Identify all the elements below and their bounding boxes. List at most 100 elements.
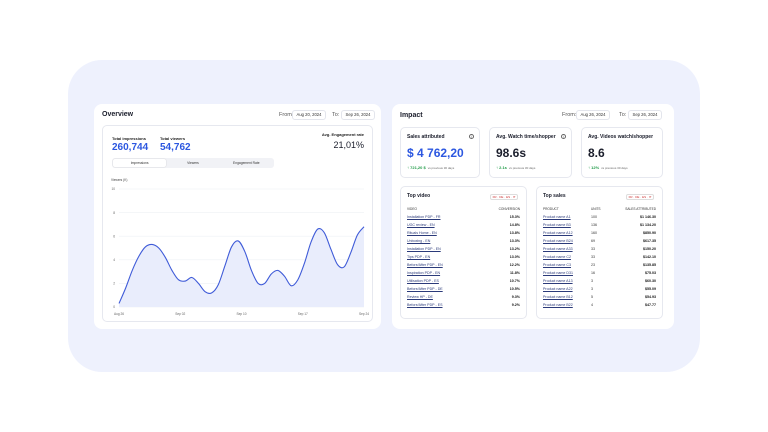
- product-link[interactable]: Product name B12: [543, 295, 573, 299]
- sales-value: $1 134.20: [640, 223, 656, 227]
- x-tick-label: Sep 17: [298, 312, 308, 316]
- table-row[interactable]: Review HP - DE 9.3%: [407, 294, 520, 302]
- units-value: 100: [591, 215, 597, 219]
- table-row[interactable]: Product name A33 33 $150.20: [543, 246, 656, 254]
- impact-to-date-picker[interactable]: Sep 26, 2024: [628, 110, 662, 120]
- info-icon[interactable]: i: [469, 134, 474, 139]
- kpi-value: $ 4 762,20: [407, 146, 464, 160]
- table-row[interactable]: Product name B22 4 $47.77: [543, 302, 656, 310]
- tab-impressions[interactable]: Impressions: [113, 159, 167, 167]
- product-link[interactable]: Product name B22: [543, 303, 573, 307]
- col-video-header: VIDEO: [407, 207, 417, 211]
- table-row[interactable]: Before/After PDP - EN 12.2%: [407, 262, 520, 270]
- language-flags-icon[interactable]: FR · DE · ES · IT: [490, 194, 518, 200]
- product-link[interactable]: Product name B3: [543, 223, 571, 227]
- video-link[interactable]: Before/After PDP - ES: [407, 303, 443, 307]
- table-row[interactable]: Installation PDP - FR 15.3%: [407, 214, 520, 222]
- table-row[interactable]: Before/After PDP - DE 10.5%: [407, 286, 520, 294]
- video-link[interactable]: Before/After PDP - EN: [407, 263, 443, 267]
- kpi-videos-watched: Avg. Videos watch/shopper 8.6 ↑ 12% vs pr…: [581, 127, 663, 178]
- product-link[interactable]: Product name A12: [543, 231, 573, 235]
- table-row[interactable]: Inspiration PDP - EN 11.8%: [407, 270, 520, 278]
- overview-card: Overview From: Aug 20, 2024 To: Sep 26, …: [94, 104, 381, 329]
- table-row[interactable]: UGC review - EN 14.8%: [407, 222, 520, 230]
- table-row[interactable]: Utilisation PDP - ES 10.7%: [407, 278, 520, 286]
- kpi-title: Avg. Videos watch/shopper: [588, 134, 654, 140]
- product-link[interactable]: Product name A22: [543, 287, 573, 291]
- product-link[interactable]: Product name C2: [543, 255, 571, 259]
- sales-value: $60.30: [645, 279, 656, 283]
- top-sales-table: Top sales FR · DE · ES · IT PRODUCT UNIT…: [536, 186, 663, 319]
- conversion-value: 14.8%: [509, 223, 520, 227]
- video-link[interactable]: Tips PDP - EN: [407, 255, 431, 259]
- video-link[interactable]: Inspiration PDP - EN: [407, 271, 441, 275]
- video-link[interactable]: Installation PDP - EN: [407, 247, 441, 251]
- table-row[interactable]: Product name C3 23 $135.85: [543, 262, 656, 270]
- to-date-picker[interactable]: Sep 26, 2024: [341, 110, 375, 120]
- y-tick-label: 6: [113, 234, 115, 238]
- product-link[interactable]: Product name A1: [543, 215, 571, 219]
- product-link[interactable]: Product name D31: [543, 271, 573, 275]
- kpi-value: 98.6s: [496, 146, 527, 160]
- table-row[interactable]: Product name A1 100 $1 146.30: [543, 214, 656, 222]
- table-row[interactable]: Product name B12 5 $54.93: [543, 294, 656, 302]
- table-row[interactable]: Product name A22 3 $55.09: [543, 286, 656, 294]
- impact-to-label: To:: [619, 112, 627, 118]
- y-tick-label: 4: [113, 258, 115, 262]
- video-link[interactable]: UGC review - EN: [407, 223, 435, 227]
- table-row[interactable]: Unboxing - EN 13.3%: [407, 238, 520, 246]
- top-sales-title: Top sales: [543, 193, 566, 199]
- product-link[interactable]: Product name A33: [543, 247, 573, 251]
- table-row[interactable]: Product name B24 69 $617.35: [543, 238, 656, 246]
- product-link[interactable]: Product name B24: [543, 239, 573, 243]
- table-row[interactable]: Product name C2 33 $142.10: [543, 254, 656, 262]
- table-row[interactable]: Product name B3 136 $1 134.20: [543, 222, 656, 230]
- table-row[interactable]: Installation PDP - EN 13.2%: [407, 246, 520, 254]
- col-units-header: UNITS: [591, 207, 601, 211]
- table-row[interactable]: Before/After PDP - ES 9.2%: [407, 302, 520, 310]
- top-video-rows: Installation PDP - FR 15.3% UGC review - E…: [407, 214, 520, 310]
- table-row[interactable]: Product name A12 160 $850.90: [543, 230, 656, 238]
- total-impressions-label: Total impressions: [112, 136, 146, 141]
- sales-value: $75.03: [645, 271, 656, 275]
- impact-title: Impact: [400, 112, 423, 119]
- product-link[interactable]: Product name A13: [543, 279, 573, 283]
- product-link[interactable]: Product name C3: [543, 263, 571, 267]
- language-flags-icon[interactable]: FR · DE · ES · IT: [626, 194, 654, 200]
- info-icon[interactable]: i: [561, 134, 566, 139]
- table-row[interactable]: Product name A13 3 $60.30: [543, 278, 656, 286]
- arrow-up-icon: ↑: [496, 165, 500, 170]
- sales-value: $1 146.30: [640, 215, 656, 219]
- sales-value: $54.93: [645, 295, 656, 299]
- engagement-value: 21,01%: [333, 140, 364, 150]
- col-product-header: PRODUCT: [543, 207, 559, 211]
- impact-from-label: From:: [562, 112, 577, 118]
- table-row[interactable]: Rituals Home - EN 13.8%: [407, 230, 520, 238]
- kpi-delta-sub: vs previous 30 days: [601, 166, 628, 170]
- video-link[interactable]: Installation PDP - FR: [407, 215, 441, 219]
- x-tick-label: Sep 24: [359, 312, 369, 316]
- video-link[interactable]: Before/After PDP - DE: [407, 287, 443, 291]
- kpi-delta-sub: vs previous 30 days: [508, 166, 536, 170]
- units-value: 69: [591, 239, 595, 243]
- x-tick-label: Sep 02: [175, 312, 185, 316]
- video-link[interactable]: Rituals Home - EN: [407, 231, 437, 235]
- arrow-up-icon: ↑: [588, 165, 592, 170]
- video-link[interactable]: Review HP - DE: [407, 295, 433, 299]
- kpi-sales-attributed: Sales attributed i $ 4 762,20 ↑ 721,20 $…: [400, 127, 480, 178]
- tab-engagement-rate[interactable]: Engagement Rate: [233, 161, 260, 165]
- conversion-value: 13.8%: [509, 231, 520, 235]
- table-row[interactable]: Tips PDP - EN 13.0%: [407, 254, 520, 262]
- units-value: 33: [591, 247, 595, 251]
- sales-value: $55.09: [645, 287, 656, 291]
- from-date-picker[interactable]: Aug 20, 2024: [292, 110, 326, 120]
- video-link[interactable]: Unboxing - EN: [407, 239, 431, 243]
- metric-tabs: Impressions Viewers Engagement Rate: [112, 158, 274, 168]
- video-link[interactable]: Utilisation PDP - ES: [407, 279, 439, 283]
- conversion-value: 13.2%: [509, 247, 520, 251]
- tab-viewers[interactable]: Viewers: [187, 161, 199, 165]
- impact-from-date-picker[interactable]: Aug 26, 2024: [576, 110, 610, 120]
- units-value: 3: [591, 287, 593, 291]
- sales-value: $850.90: [643, 231, 656, 235]
- table-row[interactable]: Product name D31 16 $75.03: [543, 270, 656, 278]
